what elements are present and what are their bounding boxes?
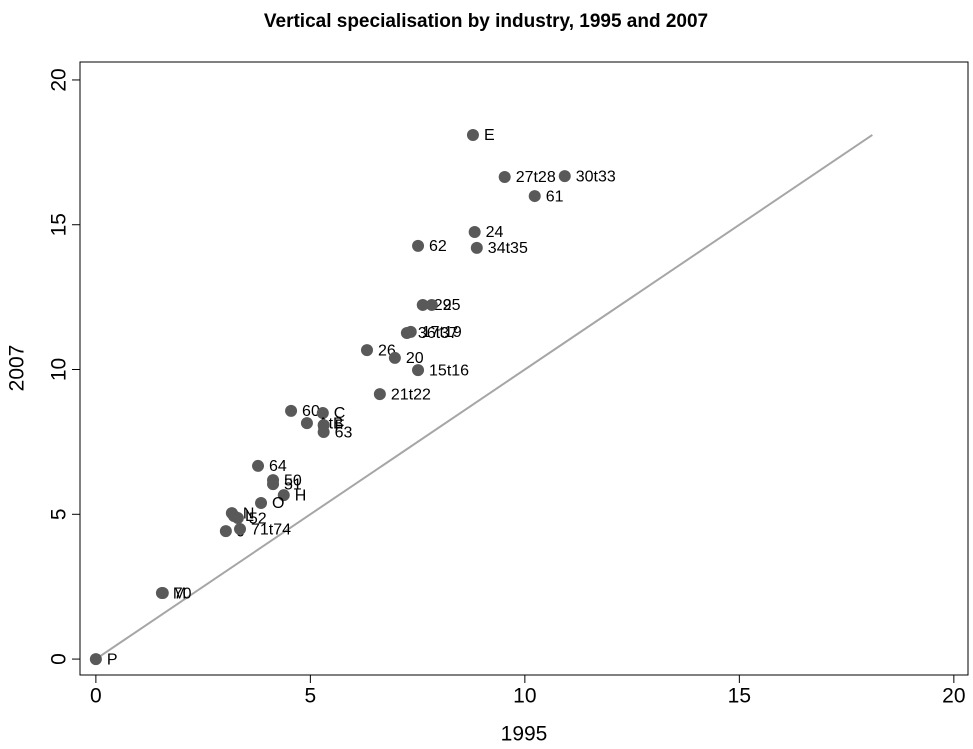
point-label: O [272,495,284,512]
point [528,190,541,203]
point [316,406,329,419]
point [412,364,425,377]
point-label: 34t35 [488,240,528,257]
point-label: 63 [335,424,353,441]
point [300,417,313,430]
point [252,459,265,472]
point-label: 61 [546,188,564,205]
point-label: 24 [486,224,504,241]
point [219,525,232,538]
point [255,497,268,510]
point-label: N [243,505,255,522]
point-label: 62 [429,238,447,255]
point-label: 29 [434,297,452,314]
y-tick-label: 0 [48,653,71,665]
x-axis-label: 1995 [501,723,548,746]
point-label: 50 [284,472,302,489]
point [498,170,511,183]
point [558,170,571,183]
x-tick-label: 0 [90,685,102,708]
x-tick-label: 10 [513,685,536,708]
point [404,325,417,338]
y-tick-label: 20 [48,68,71,91]
point [416,298,429,311]
point [468,225,481,238]
point-label: 25 [443,297,461,314]
point [388,351,401,364]
point-label: E [484,127,495,144]
point-label: L [245,508,254,525]
x-tick-label: 15 [728,685,751,708]
point-label: H [295,487,307,504]
point-label: 64 [269,458,287,475]
point-label: 60 [302,403,320,420]
point-label: 70 [174,585,192,602]
point-label: 36t37 [418,325,458,342]
point-label: M [173,585,186,602]
point [277,489,290,502]
x-tick-label: 5 [305,685,317,708]
chart-title: Vertical specialisation by industry, 199… [264,11,708,32]
point [412,239,425,252]
point-label: 27t28 [516,169,556,186]
plot-frame [79,61,969,676]
point [89,653,102,666]
point-label: 21t22 [391,386,431,403]
point [373,388,386,401]
x-tick-label: 20 [942,685,965,708]
point-label: C [334,405,346,422]
point-label: P [107,651,118,668]
point-label: 30t33 [576,168,616,185]
point [231,512,244,525]
point [234,523,247,536]
point [466,128,479,141]
point [470,241,483,254]
y-tick-label: 15 [48,213,71,236]
point-label: 17t19 [422,324,462,341]
y-tick-label: 10 [48,358,71,381]
point [317,426,330,439]
point [425,298,438,311]
point-label: 52 [249,510,267,527]
point [267,478,280,491]
point-label: 15t16 [429,362,469,379]
point-label: F [335,417,345,434]
y-axis-label: 2007 [6,345,29,392]
point-label: 51 [284,476,302,493]
diagonal-line [95,134,873,660]
point-label: 20 [406,350,424,367]
y-tick-label: 5 [48,508,71,520]
point [360,344,373,357]
point-label: 71t74 [251,521,291,538]
point [285,404,298,417]
point [156,587,169,600]
